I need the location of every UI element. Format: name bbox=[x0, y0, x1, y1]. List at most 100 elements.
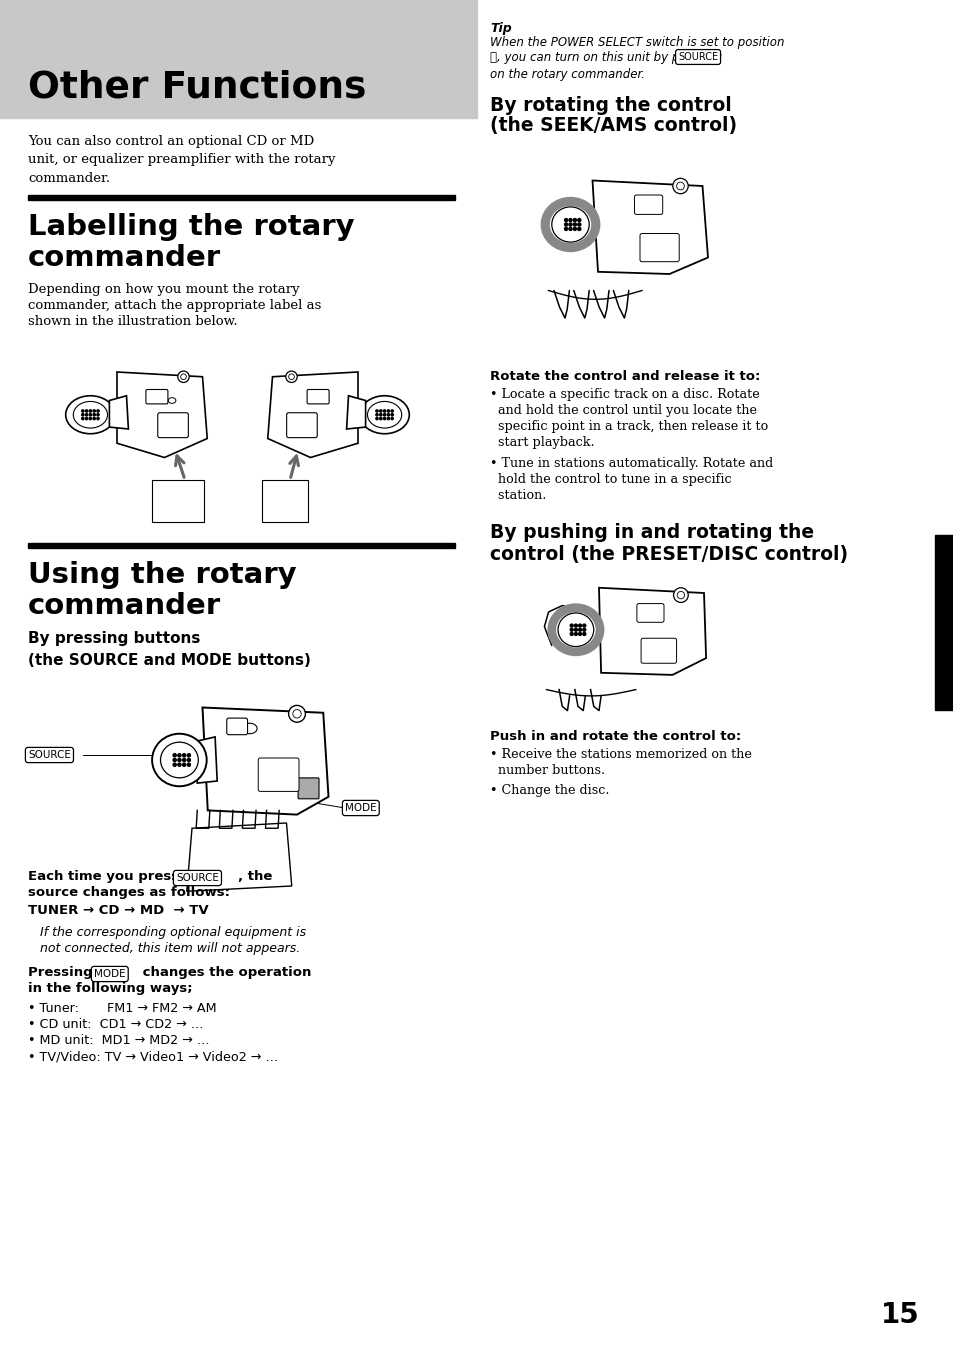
Text: changes the operation: changes the operation bbox=[138, 965, 311, 979]
Text: (the SEEK/AMS control): (the SEEK/AMS control) bbox=[490, 116, 737, 135]
Ellipse shape bbox=[160, 742, 198, 777]
Circle shape bbox=[289, 706, 305, 722]
Circle shape bbox=[673, 588, 687, 603]
Text: not connected, this item will not appears.: not connected, this item will not appear… bbox=[40, 942, 300, 955]
Circle shape bbox=[82, 418, 84, 419]
Circle shape bbox=[289, 375, 294, 380]
FancyBboxPatch shape bbox=[262, 480, 308, 522]
Circle shape bbox=[177, 763, 181, 767]
Circle shape bbox=[677, 591, 684, 599]
Polygon shape bbox=[202, 707, 328, 815]
Text: • Change the disc.: • Change the disc. bbox=[490, 784, 609, 796]
Circle shape bbox=[574, 633, 577, 635]
FancyBboxPatch shape bbox=[637, 603, 663, 622]
Polygon shape bbox=[268, 372, 357, 457]
Circle shape bbox=[82, 414, 84, 416]
Ellipse shape bbox=[66, 396, 115, 434]
Circle shape bbox=[573, 219, 576, 222]
Text: Push in and rotate the control to:: Push in and rotate the control to: bbox=[490, 730, 740, 744]
Circle shape bbox=[182, 758, 186, 761]
Circle shape bbox=[82, 410, 84, 412]
Circle shape bbox=[570, 633, 573, 635]
Circle shape bbox=[564, 223, 567, 226]
Text: specific point in a track, then release it to: specific point in a track, then release … bbox=[490, 420, 767, 433]
Text: You can also control an optional CD or MD
unit, or equalizer preamplifier with t: You can also control an optional CD or M… bbox=[28, 135, 335, 185]
Polygon shape bbox=[592, 181, 707, 274]
Circle shape bbox=[375, 410, 377, 412]
Circle shape bbox=[574, 625, 577, 627]
FancyBboxPatch shape bbox=[307, 389, 329, 404]
Circle shape bbox=[97, 418, 99, 419]
Text: Depending on how you mount the rotary: Depending on how you mount the rotary bbox=[28, 283, 299, 296]
Text: control (the PRESET/DISC control): control (the PRESET/DISC control) bbox=[490, 545, 847, 564]
Text: If the corresponding optional equipment is: If the corresponding optional equipment … bbox=[40, 926, 306, 940]
Circle shape bbox=[187, 763, 191, 767]
Circle shape bbox=[578, 219, 580, 222]
Text: By pressing buttons
(the SOURCE and MODE buttons): By pressing buttons (the SOURCE and MODE… bbox=[28, 631, 311, 668]
Circle shape bbox=[177, 370, 189, 383]
Text: shown in the illustration below.: shown in the illustration below. bbox=[28, 315, 237, 329]
Circle shape bbox=[578, 625, 581, 627]
Circle shape bbox=[172, 753, 176, 757]
Circle shape bbox=[177, 758, 181, 761]
Text: Each time you press: Each time you press bbox=[28, 869, 184, 883]
Text: Rotate the control and release it to:: Rotate the control and release it to: bbox=[490, 370, 760, 383]
Text: SOURCE: SOURCE bbox=[175, 873, 218, 883]
Circle shape bbox=[391, 410, 393, 412]
Circle shape bbox=[90, 418, 91, 419]
Circle shape bbox=[564, 219, 567, 222]
Text: station.: station. bbox=[490, 489, 546, 502]
Circle shape bbox=[379, 418, 381, 419]
Circle shape bbox=[86, 418, 88, 419]
Text: number buttons.: number buttons. bbox=[490, 764, 604, 777]
Bar bbox=[934, 535, 953, 710]
Circle shape bbox=[383, 418, 385, 419]
Text: SOURCE: SOURCE bbox=[28, 750, 71, 760]
FancyBboxPatch shape bbox=[286, 412, 317, 438]
Text: Labelling the rotary: Labelling the rotary bbox=[28, 214, 355, 241]
Circle shape bbox=[676, 183, 683, 189]
Circle shape bbox=[180, 375, 186, 380]
Text: and hold the control until you locate the: and hold the control until you locate th… bbox=[490, 404, 757, 416]
Text: commander, attach the appropriate label as: commander, attach the appropriate label … bbox=[28, 299, 321, 312]
Ellipse shape bbox=[242, 723, 256, 734]
Ellipse shape bbox=[168, 397, 175, 403]
Polygon shape bbox=[117, 372, 207, 457]
Circle shape bbox=[570, 629, 573, 631]
Text: source changes as follows:: source changes as follows: bbox=[28, 886, 230, 899]
Circle shape bbox=[293, 710, 301, 718]
FancyBboxPatch shape bbox=[157, 412, 188, 438]
Circle shape bbox=[578, 223, 580, 226]
Circle shape bbox=[573, 223, 576, 226]
Circle shape bbox=[383, 410, 385, 412]
Ellipse shape bbox=[73, 402, 108, 429]
Bar bbox=[28, 195, 455, 200]
Circle shape bbox=[93, 418, 95, 419]
Text: By rotating the control: By rotating the control bbox=[490, 96, 731, 115]
Circle shape bbox=[578, 629, 581, 631]
Polygon shape bbox=[346, 396, 365, 429]
Circle shape bbox=[97, 414, 99, 416]
FancyBboxPatch shape bbox=[297, 777, 318, 799]
FancyBboxPatch shape bbox=[146, 389, 168, 404]
Ellipse shape bbox=[152, 734, 207, 787]
Circle shape bbox=[568, 223, 572, 226]
Text: Other Functions: Other Functions bbox=[28, 69, 366, 105]
Text: When the POWER SELECT switch is set to position: When the POWER SELECT switch is set to p… bbox=[490, 37, 783, 49]
Polygon shape bbox=[187, 823, 292, 891]
Text: commander: commander bbox=[28, 243, 221, 272]
Circle shape bbox=[568, 227, 572, 230]
Text: hold the control to tune in a specific: hold the control to tune in a specific bbox=[490, 473, 731, 485]
Polygon shape bbox=[110, 396, 129, 429]
Circle shape bbox=[379, 410, 381, 412]
Text: start playback.: start playback. bbox=[490, 435, 594, 449]
Circle shape bbox=[182, 753, 186, 757]
Text: Pressing: Pressing bbox=[28, 965, 97, 979]
Ellipse shape bbox=[549, 606, 601, 654]
Circle shape bbox=[574, 629, 577, 631]
Circle shape bbox=[570, 625, 573, 627]
Circle shape bbox=[578, 227, 580, 230]
FancyBboxPatch shape bbox=[640, 638, 676, 664]
Bar bbox=[28, 544, 455, 548]
FancyBboxPatch shape bbox=[227, 718, 247, 734]
